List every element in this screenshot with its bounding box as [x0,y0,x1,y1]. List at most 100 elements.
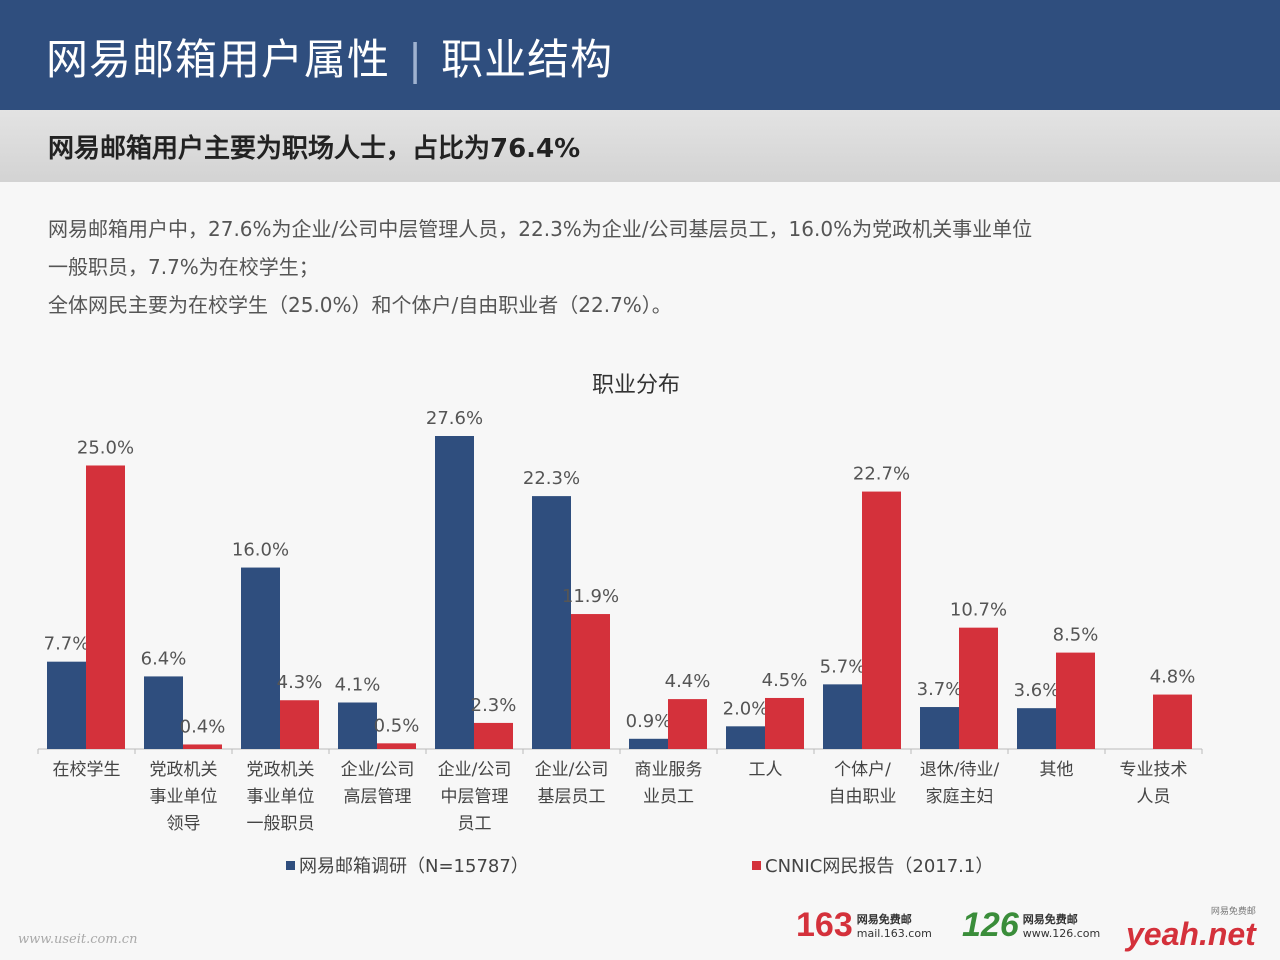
data-label-series-2: 22.7% [853,464,910,485]
category-label: 工人 [749,760,783,780]
data-label-series-1: 3.6% [1014,680,1060,701]
data-label-series-1: 6.4% [141,648,187,669]
chart-title: 职业分布 [592,373,680,398]
category-label: 员工 [458,814,492,834]
description-line-1: 网易邮箱用户中，27.6%为企业/公司中层管理人员，22.3%为企业/公司基层员… [48,217,1033,241]
logo-yeah-name: 网易免费邮 [1210,907,1256,917]
title-main: 网易邮箱用户属性 [46,35,391,84]
subtitle-bar: 网易邮箱用户主要为职场人士，占比为76.4% [0,110,1280,182]
data-label-series-1: 2.0% [723,698,769,719]
bar-series-2 [377,743,416,749]
bar-series-1 [532,496,571,749]
logo-163-number: 163 [796,906,853,944]
data-label-series-2: 25.0% [77,437,134,458]
description-line-3: 全体网民主要为在校学生（25.0%）和个体户/自由职业者（22.7%）。 [48,293,672,317]
category-label: 家庭主妇 [926,787,994,807]
bar-series-1 [338,702,377,749]
slide-header: 网易邮箱用户属性 | 职业结构 [0,0,1280,110]
data-label-series-2: 10.7% [950,600,1007,621]
bar-series-1 [144,676,183,749]
category-label: 事业单位 [247,787,315,807]
logo-163-name: 网易免费邮 [856,913,912,926]
data-label-series-2: 4.4% [665,671,711,692]
description: 网易邮箱用户中，27.6%为企业/公司中层管理人员，22.3%为企业/公司基层员… [48,210,1238,324]
data-label-series-2: 4.3% [277,672,323,693]
logo-163-domain: mail.163.com [856,927,932,940]
category-label: 企业/公司 [535,760,609,780]
bar-series-2 [862,491,901,749]
category-label: 商业服务 [635,760,703,780]
category-label: 企业/公司 [438,760,512,780]
bar-series-1 [1017,708,1056,749]
data-label-series-2: 0.4% [180,716,226,737]
logo-yeah: 网易免费邮 yeah.net [1126,905,1256,955]
description-line-2: 一般职员，7.7%为在校学生； [48,255,319,279]
title-separator: | [408,35,424,84]
category-label: 基层员工 [538,787,606,807]
data-label-series-1: 27.6% [426,408,483,429]
data-label-series-2: 4.8% [1150,667,1196,688]
bar-series-1 [823,684,862,749]
logo-126-domain: www.126.com [1022,927,1101,940]
legend-swatch-1 [286,861,295,870]
bar-series-2 [474,722,513,749]
legend-label-2: CNNIC网民报告（2017.1） [765,856,994,877]
logo-126-number: 126 [962,906,1019,944]
bar-series-2 [765,697,804,749]
legend-item-2: CNNIC网民报告（2017.1） [752,852,993,878]
bar-series-1 [435,436,474,749]
bar-series-2 [1056,652,1095,749]
bar-series-1 [629,738,668,749]
bar-series-1 [241,567,280,749]
category-label: 人员 [1137,787,1171,807]
data-label-series-2: 8.5% [1053,625,1099,646]
data-label-series-2: 0.5% [374,715,420,736]
data-label-series-1: 3.7% [917,679,963,700]
data-label-series-1: 0.9% [626,711,672,732]
data-label-series-1: 4.1% [335,675,381,696]
category-label: 事业单位 [150,787,218,807]
bar-series-2 [183,744,222,749]
bar-series-2 [571,614,610,749]
logo-163: 163 网易免费邮 mail.163.com [796,905,932,955]
category-label: 中层管理 [441,787,509,807]
category-label: 专业技术 [1120,760,1188,780]
category-label: 在校学生 [53,760,121,780]
category-label: 其他 [1040,760,1074,780]
category-label: 个体户/ [834,760,891,780]
subtitle-text: 网易邮箱用户主要为职场人士，占比为76.4% [48,134,581,164]
category-label: 企业/公司 [341,760,415,780]
category-label: 党政机关 [247,760,315,780]
bar-series-1 [726,726,765,749]
category-label: 退休/待业/ [920,760,1000,780]
data-label-series-1: 22.3% [523,468,580,489]
bar-series-2 [1153,694,1192,749]
legend-label-1: 网易邮箱调研（N=15787） [299,856,529,877]
category-label: 业员工 [643,787,694,807]
category-label: 自由职业 [829,787,897,807]
bar-series-1 [47,661,86,749]
legend-item-1: 网易邮箱调研（N=15787） [286,852,529,878]
data-label-series-2: 2.3% [471,695,517,716]
logo-126-name: 网易免费邮 [1022,913,1078,926]
category-label: 一般职员 [247,814,315,834]
data-label-series-1: 16.0% [232,540,289,561]
category-label: 领导 [167,814,201,834]
category-label: 高层管理 [344,787,412,807]
data-label-series-2: 11.9% [562,586,619,607]
bar-series-2 [86,465,125,749]
category-label: 党政机关 [150,760,218,780]
watermark: www.useit.com.cn [18,932,138,947]
slide-title: 网易邮箱用户属性 | 职业结构 [46,26,613,87]
bar-series-2 [959,627,998,749]
bar-series-1 [920,707,959,749]
title-sub: 职业结构 [441,35,614,84]
data-label-series-1: 5.7% [820,656,866,677]
logo-126: 126 网易免费邮 www.126.com [962,905,1100,955]
bar-series-2 [668,699,707,749]
logo-yeah-text: yeah.net [1126,916,1256,952]
bar-series-2 [280,700,319,749]
data-label-series-1: 7.7% [44,634,90,655]
legend-swatch-2 [752,861,761,870]
